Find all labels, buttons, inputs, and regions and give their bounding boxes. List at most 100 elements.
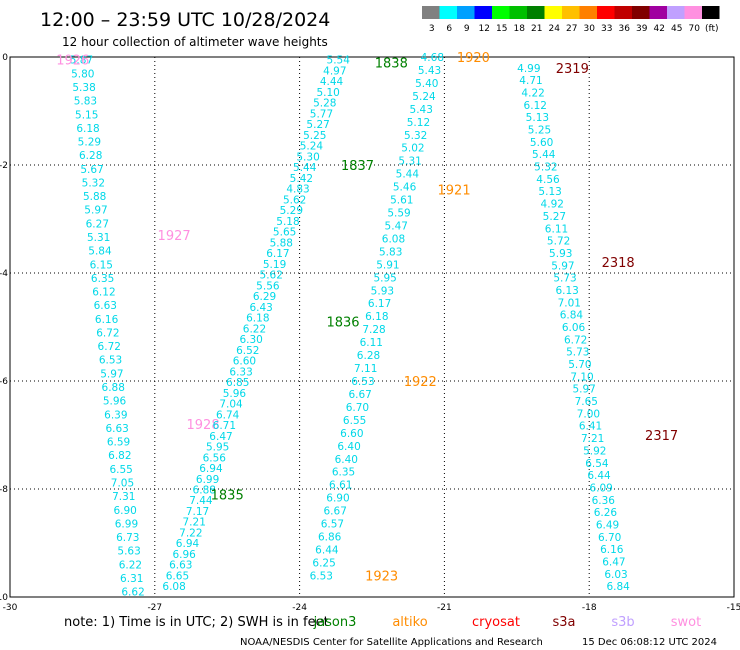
wave-height-label: 6.41: [579, 421, 602, 433]
y-tick-label: 0: [2, 53, 8, 63]
wave-height-label: 7.65: [575, 396, 598, 408]
colorbar-swatch: [702, 6, 720, 19]
wave-height-label: 5.83: [74, 96, 97, 108]
wave-height-label: 6.35: [332, 467, 355, 479]
wave-height-label: 5.84: [88, 246, 112, 258]
wave-height-label: 5.63: [117, 546, 140, 558]
colorbar-label: 21: [531, 24, 542, 34]
wave-height-label: 4.68: [421, 52, 444, 64]
wave-height-label: 7.00: [577, 408, 600, 420]
satellite-legend-item: cryosat: [472, 615, 520, 630]
pass-time-label: 1923: [365, 569, 398, 584]
y-tick-label: -4: [0, 269, 8, 279]
colorbar-swatch: [685, 6, 703, 19]
wave-height-label: 6.31: [120, 573, 143, 585]
x-tick-label: -21: [437, 603, 452, 613]
wave-height-label: 5.31: [398, 156, 421, 168]
wave-height-label: 6.47: [602, 557, 625, 569]
wave-height-label: 5.88: [83, 191, 106, 203]
wave-height-label: 7.10: [570, 371, 593, 383]
colorbar-label: 30: [584, 24, 596, 34]
wave-height-label: 5.32: [534, 162, 557, 174]
wave-height-label: 6.15: [90, 259, 113, 271]
colorbar-swatch: [457, 6, 475, 19]
wave-height-label: 5.24: [412, 91, 436, 103]
wave-height-label: 5.29: [78, 137, 101, 149]
wave-height-label: 6.62: [121, 587, 144, 599]
wave-height-label: 7.01: [558, 297, 581, 309]
wave-height-label: 6.09: [589, 482, 612, 494]
wave-height-label: 6.08: [382, 233, 405, 245]
wave-height-label: 6.06: [562, 322, 586, 334]
wave-height-label: 5.97: [572, 384, 595, 396]
x-tick-label: -27: [147, 603, 162, 613]
pass-time-label: 2317: [645, 429, 678, 444]
pass-time-label: 1838: [375, 56, 408, 71]
wave-height-label: 7.11: [354, 363, 377, 375]
wave-height-label: 6.99: [115, 518, 138, 530]
page-title: 12:00 – 23:59 UTC 10/28/2024: [40, 9, 330, 31]
wave-height-label: 6.35: [91, 273, 114, 285]
colorbar-legend: 3 6 9 12 15 18 21 24 27 30 33 36 39 42 45 70 (ft): [422, 6, 720, 34]
colorbar-label: (ft): [705, 24, 719, 34]
y-tick-label: -6: [0, 377, 8, 387]
wave-height-label: 6.39: [104, 409, 127, 421]
wave-height-label: 5.27: [543, 211, 566, 223]
footer: note: 1) Time is in UTC; 2) SWH is in fe…: [64, 615, 717, 648]
wave-height-label: 6.49: [596, 519, 619, 531]
wave-height-label: 6.53: [99, 355, 122, 367]
wave-height-label: 6.16: [95, 314, 119, 326]
wave-height-label: 5.93: [371, 285, 394, 297]
wave-height-label: 6.84: [560, 310, 584, 322]
wave-height-label: 5.12: [407, 117, 430, 129]
wave-height-label: 5.67: [80, 164, 103, 176]
wave-height-label: 7.31: [112, 491, 135, 503]
y-tick-label: -8: [0, 485, 8, 495]
header: 12:00 – 23:59 UTC 10/28/2024 12 hour col…: [40, 6, 720, 49]
pass-time-label: 1920: [457, 51, 490, 66]
satellite-legend-item: altiko: [392, 615, 427, 630]
satellite-tracks: 5.875.805.385.835.156.185.296.285.675.32…: [56, 51, 678, 599]
wave-height-label: 6.44: [587, 470, 611, 482]
wave-height-label: 5.25: [528, 125, 551, 137]
wave-height-label: 5.70: [568, 359, 591, 371]
wave-height-label: 6.36: [592, 495, 616, 507]
colorbar-swatch: [597, 6, 615, 19]
wave-height-label: 5.44: [396, 169, 420, 181]
wave-height-label: 6.86: [318, 532, 342, 544]
wave-height-label: 5.31: [87, 232, 110, 244]
colorbar-swatch: [632, 6, 650, 19]
wave-height-label: 4.56: [536, 174, 560, 186]
colorbar-label: 39: [636, 24, 648, 34]
wave-height-label: 6.40: [337, 441, 360, 453]
wave-height-label: 6.59: [107, 437, 130, 449]
wave-height-label: 5.97: [551, 260, 574, 272]
pass-time-label: 1927: [158, 229, 191, 244]
colorbar-label: 36: [619, 24, 631, 34]
wave-height-label: 6.26: [594, 507, 618, 519]
colorbar-swatch: [440, 6, 458, 19]
colorbar-label: 70: [689, 24, 701, 34]
wave-height-label: 7.21: [581, 433, 604, 445]
colorbar-label: 12: [479, 24, 490, 34]
colorbar-swatch: [667, 6, 685, 19]
colorbar-swatch: [545, 6, 563, 19]
x-tick-label: -18: [582, 603, 597, 613]
wave-height-label: 5.15: [75, 109, 98, 121]
wave-height-label: 6.27: [86, 218, 109, 230]
colorbar-label: 15: [496, 24, 507, 34]
wave-height-label: 6.12: [92, 287, 115, 299]
pass-time-label: 2318: [602, 256, 635, 271]
satellite-track: 4.994.714.226.125.135.255.605.445.324.56…: [517, 62, 678, 593]
altimeter-chart: 12:00 – 23:59 UTC 10/28/2024 12 hour col…: [0, 0, 740, 650]
colorbar-swatch: [422, 6, 440, 19]
wave-height-label: 6.82: [108, 450, 131, 462]
wave-height-label: 5.73: [566, 347, 589, 359]
colorbar-label: 24: [549, 24, 561, 34]
wave-height-label: 4.22: [521, 87, 544, 99]
colorbar-swatch: [615, 6, 633, 19]
pass-time-label: 1836: [326, 316, 359, 331]
wave-height-label: 5.40: [415, 78, 438, 90]
wave-height-label: 6.03: [604, 569, 627, 581]
wave-height-label: 5.47: [385, 220, 408, 232]
